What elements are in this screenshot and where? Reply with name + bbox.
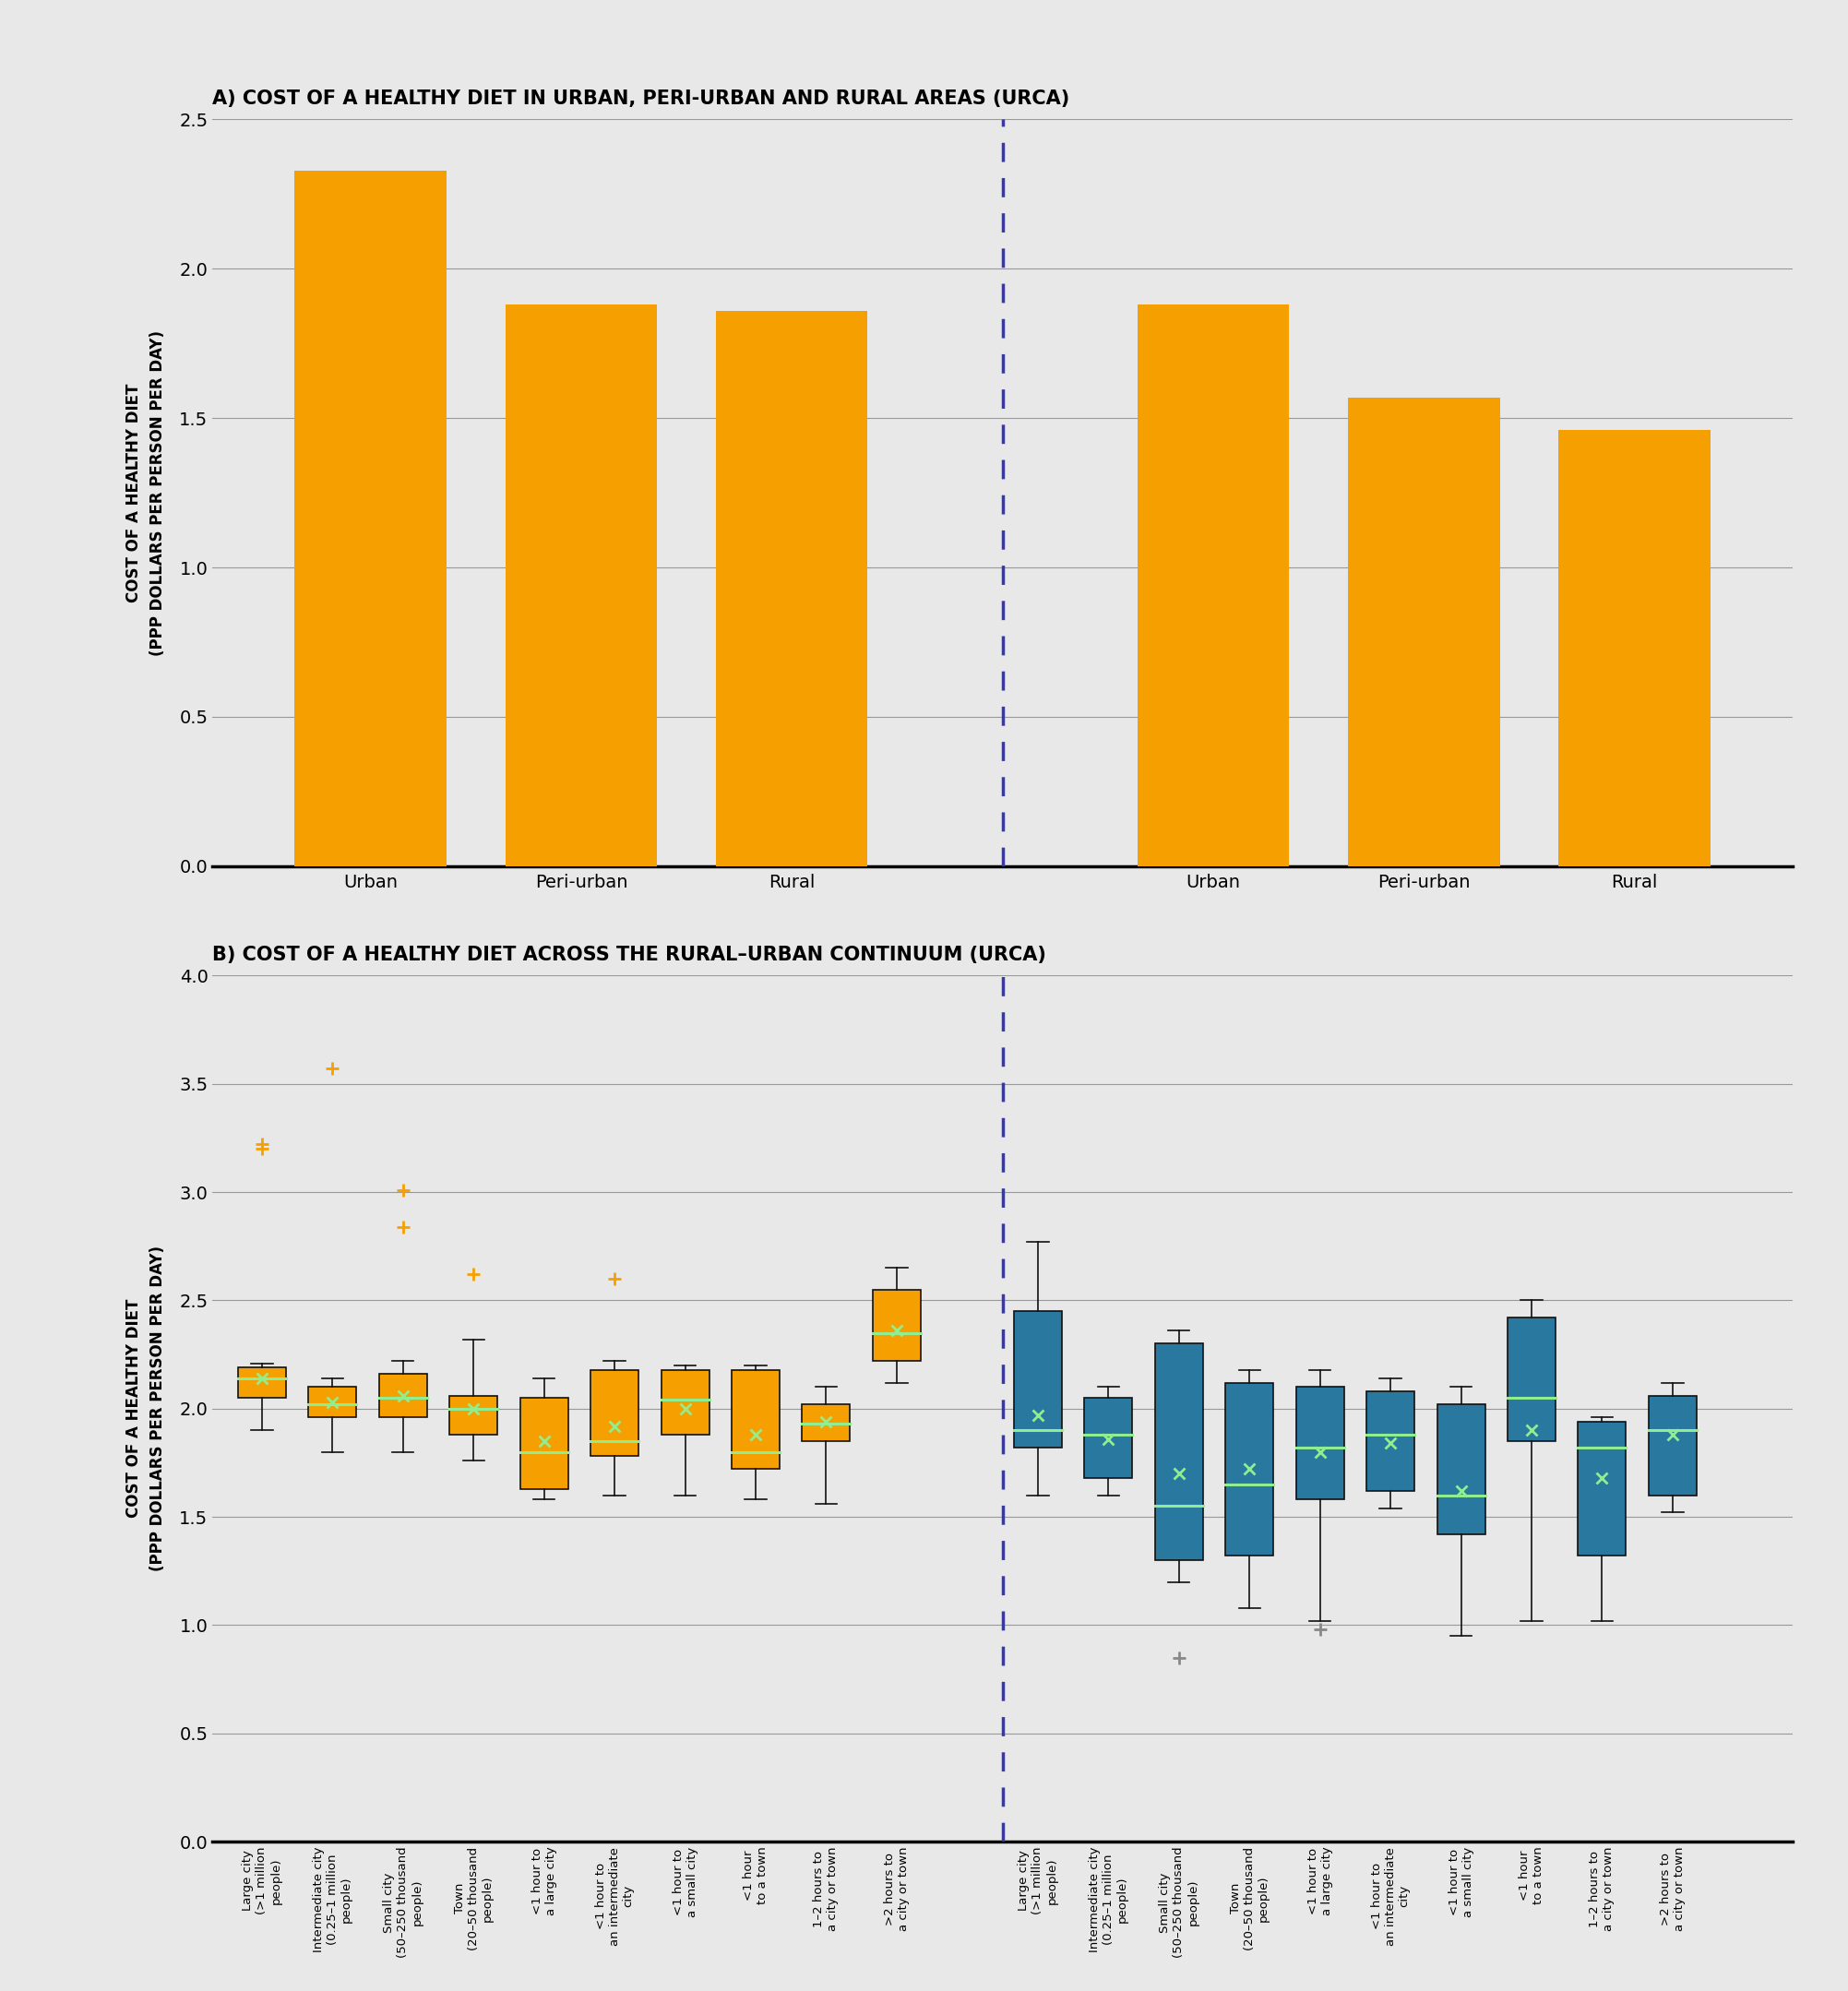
Bar xyxy=(802,1404,850,1441)
Bar xyxy=(519,1398,567,1489)
Text: B) COST OF A HEALTHY DIET ACROSS THE RURAL–URBAN CONTINUUM (URCA): B) COST OF A HEALTHY DIET ACROSS THE RUR… xyxy=(213,946,1046,964)
Bar xyxy=(1225,1382,1273,1555)
Bar xyxy=(1558,430,1711,866)
Bar xyxy=(1648,1396,1696,1495)
Text: LOW-FOOD-BUDGET COUNTRIES: LOW-FOOD-BUDGET COUNTRIES xyxy=(1286,1031,1562,1047)
Y-axis label: COST OF A HEALTHY DIET
(PPP DOLLARS PER PERSON PER DAY): COST OF A HEALTHY DIET (PPP DOLLARS PER … xyxy=(126,1246,166,1571)
Bar xyxy=(732,1370,780,1469)
Bar xyxy=(1438,1404,1486,1535)
Bar xyxy=(1137,305,1290,866)
Bar xyxy=(662,1370,710,1436)
Bar xyxy=(1508,1318,1556,1441)
Y-axis label: COST OF A HEALTHY DIET
(PPP DOLLARS PER PERSON PER DAY): COST OF A HEALTHY DIET (PPP DOLLARS PER … xyxy=(126,331,166,655)
Bar xyxy=(238,1368,286,1398)
Bar xyxy=(872,1290,920,1362)
Bar xyxy=(1155,1344,1203,1561)
Bar xyxy=(449,1396,497,1436)
Bar xyxy=(1085,1398,1133,1477)
Bar xyxy=(309,1388,357,1418)
Bar xyxy=(715,311,869,866)
Bar xyxy=(591,1370,639,1455)
Bar xyxy=(1366,1392,1414,1491)
Bar xyxy=(379,1374,427,1418)
Bar xyxy=(1578,1422,1626,1555)
Text: A) COST OF A HEALTHY DIET IN URBAN, PERI-URBAN AND RURAL AREAS (URCA): A) COST OF A HEALTHY DIET IN URBAN, PERI… xyxy=(213,90,1070,108)
Text: HIGH-FOOD-BUDGET COUNTRIES: HIGH-FOOD-BUDGET COUNTRIES xyxy=(440,1031,723,1047)
Bar xyxy=(505,305,658,866)
Bar xyxy=(1295,1388,1343,1499)
Bar xyxy=(1347,398,1501,866)
Bar xyxy=(1015,1312,1063,1447)
Bar xyxy=(294,171,447,866)
